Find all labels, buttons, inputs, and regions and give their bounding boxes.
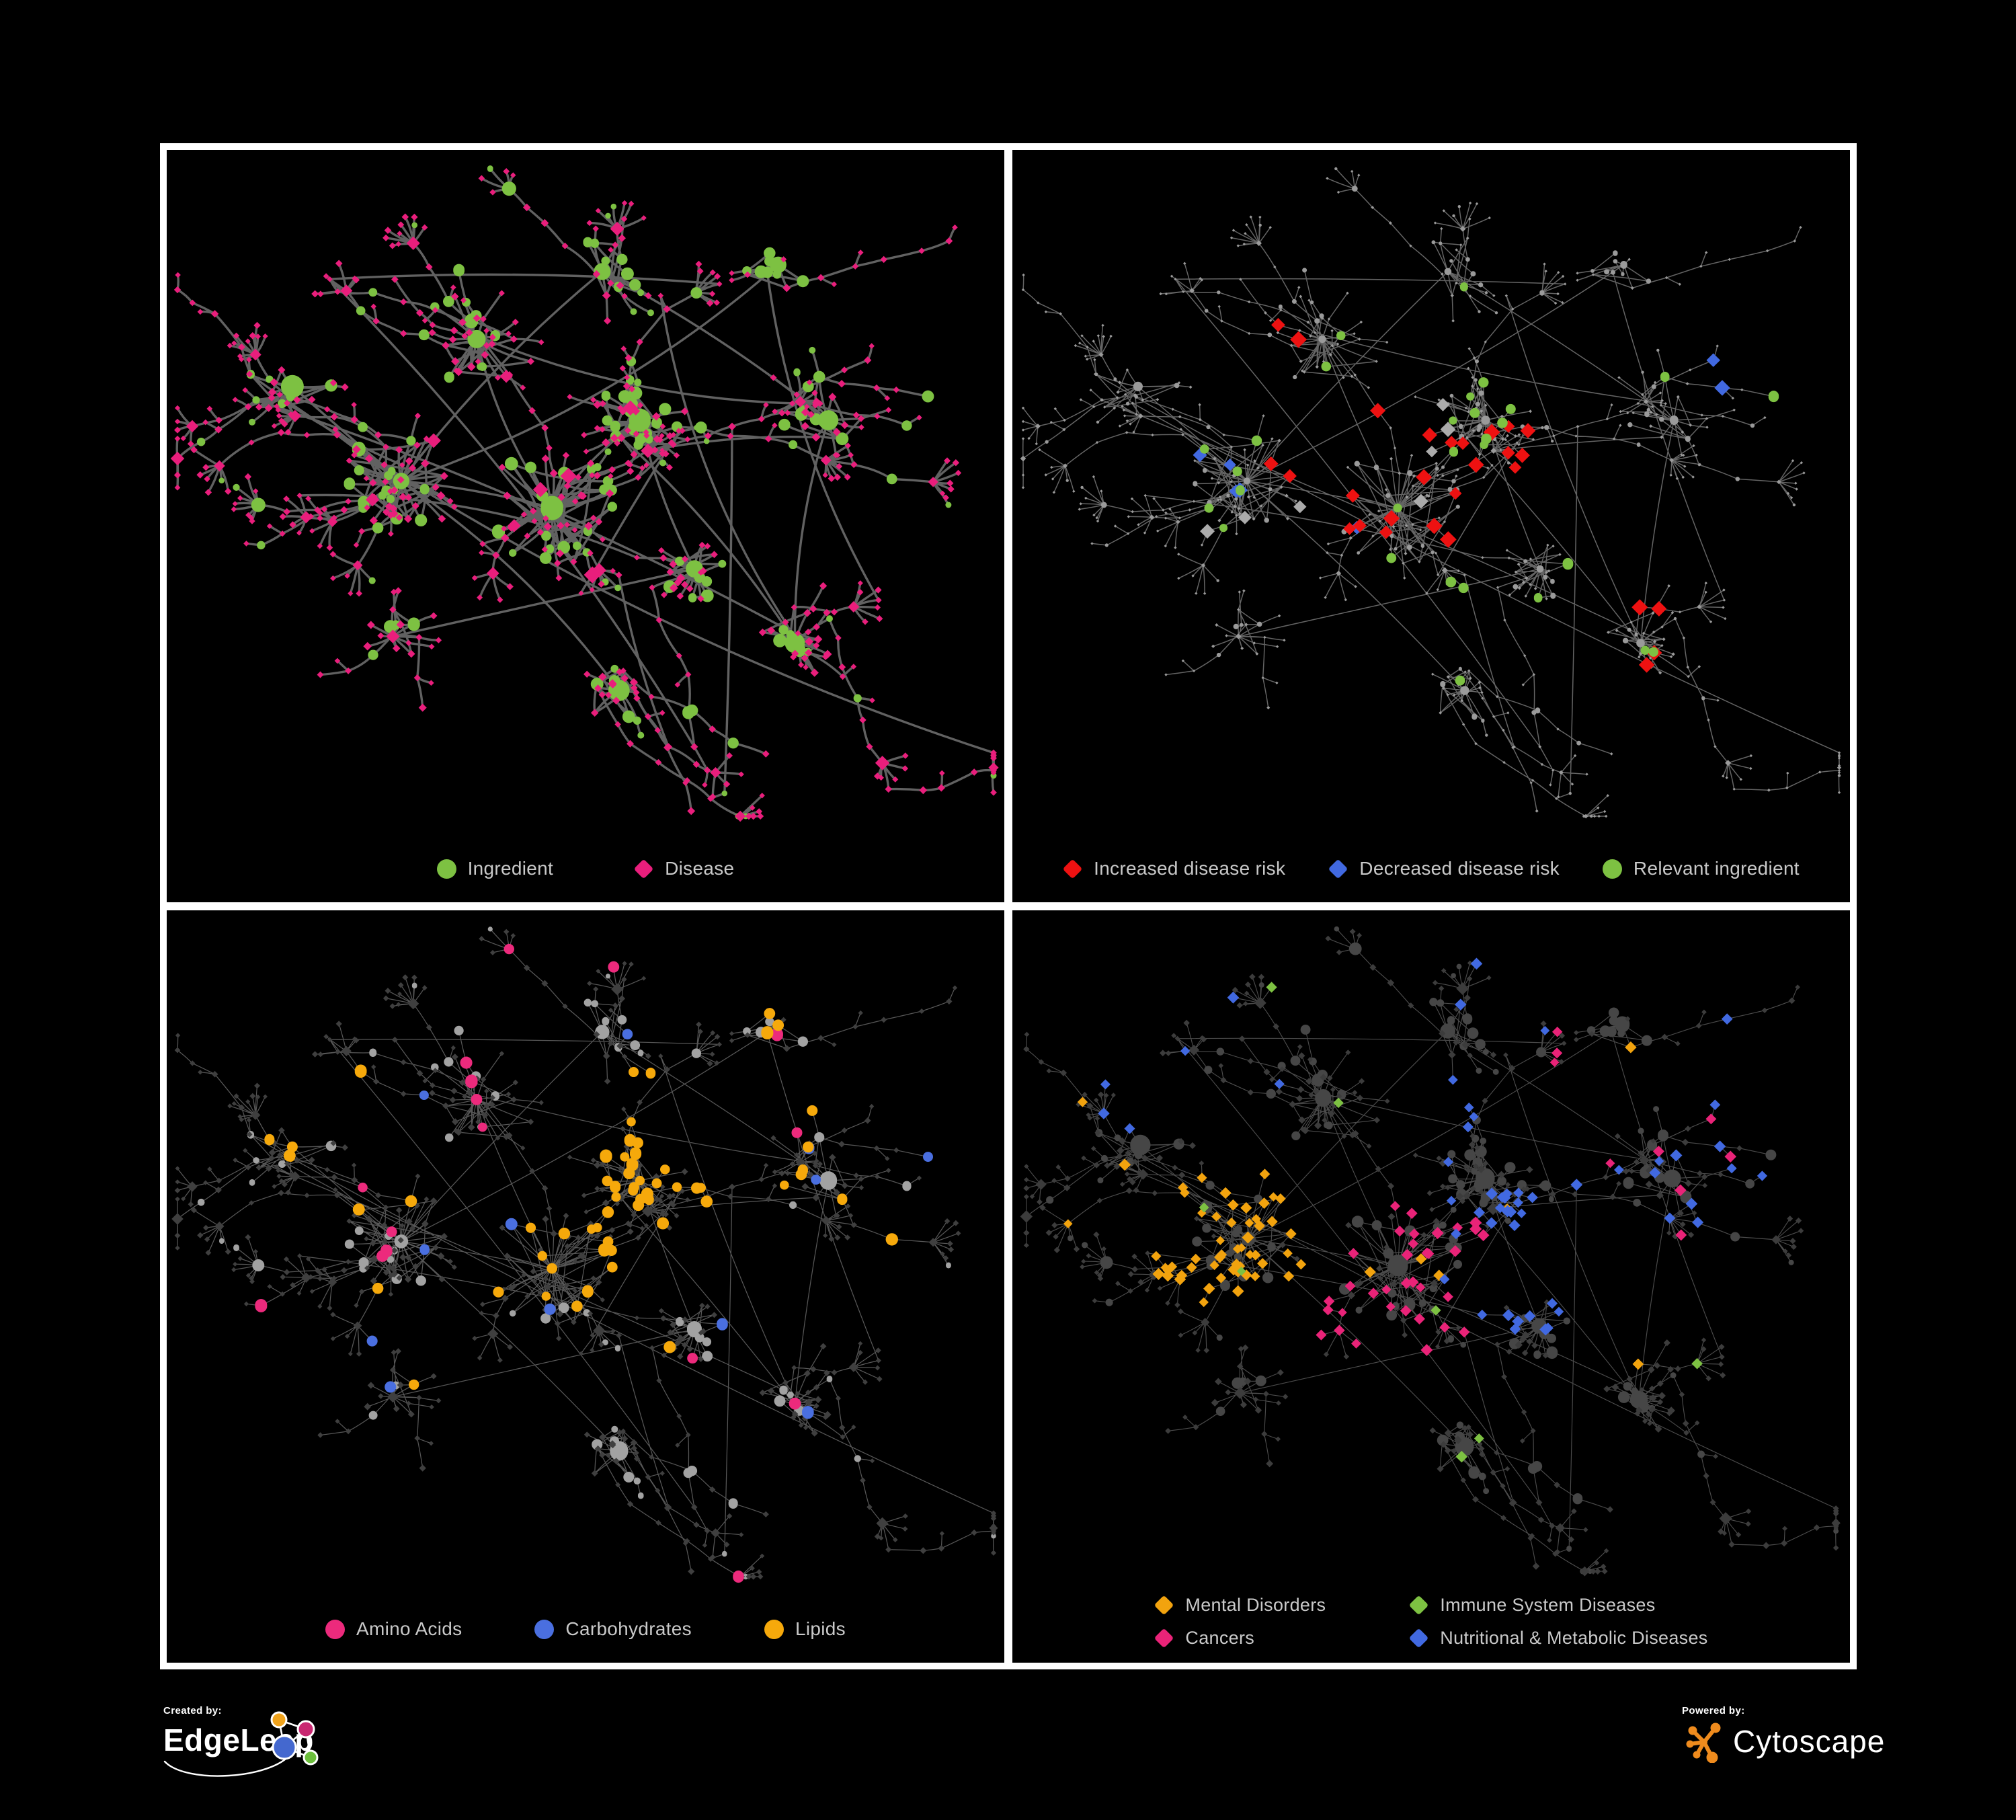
legend-label: Mental Disorders — [1185, 1595, 1326, 1615]
legend-item: Amino Acids — [325, 1618, 462, 1640]
carbohydrates-circle-icon — [534, 1619, 555, 1639]
created-by-label: Created by: — [163, 1705, 222, 1716]
lipids-circle-icon — [764, 1619, 784, 1639]
network-graph-nutrient-classes — [171, 926, 998, 1583]
legend-label: Decreased disease risk — [1359, 858, 1560, 879]
legend-item: Increased disease risk — [1062, 858, 1286, 879]
network-graph-ingredient-disease — [170, 165, 999, 822]
legend-label: Amino Acids — [356, 1618, 462, 1639]
panel-disease-risk: Increased disease risk Decreased disease… — [1012, 150, 1850, 902]
edgeleap-wordmark: EdgeLeap — [163, 1723, 314, 1757]
relevant-ingredient-circle-icon — [1602, 859, 1622, 879]
cytoscape-wordmark: Cytoscape — [1733, 1724, 1886, 1759]
disease-diamond-icon — [633, 859, 654, 879]
legend-label: Carbohydrates — [565, 1618, 692, 1639]
legend-label: Ingredient — [467, 858, 554, 879]
legend-item: Cancers — [1154, 1628, 1326, 1649]
legend-label: Increased disease risk — [1094, 858, 1286, 879]
legend-item: Disease — [633, 858, 735, 879]
panel-disease-classes: Mental Disorders Immune System Diseases … — [1012, 910, 1850, 1663]
powered-by-block: Powered by: Cytoscape — [1682, 1705, 2005, 1792]
legend-ingredient-disease: Ingredient Disease — [167, 835, 1004, 902]
legend-label: Nutritional & Metabolic Diseases — [1440, 1628, 1708, 1648]
created-by-block: Created by: EdgeLeap — [163, 1705, 372, 1806]
legend-item: Immune System Diseases — [1408, 1595, 1707, 1616]
cancers-diamond-icon — [1154, 1628, 1174, 1649]
network-graph-disease-classes — [1020, 926, 1841, 1577]
panel-ingredient-disease: Ingredient Disease — [167, 150, 1004, 902]
legend-nutrient-classes: Amino Acids Carbohydrates Lipids — [167, 1595, 1004, 1663]
cytoscape-logo-icon — [1686, 1723, 1721, 1763]
nutritional-metabolic-diseases-diamond-icon — [1408, 1628, 1429, 1649]
ingredient-circle-icon — [436, 859, 456, 879]
legend-disease-classes: Mental Disorders Immune System Diseases … — [1012, 1581, 1850, 1663]
legend-item: Ingredient — [436, 858, 554, 879]
panel-nutrient-classes: Amino Acids Carbohydrates Lipids — [167, 910, 1004, 1663]
legend-label: Immune System Diseases — [1440, 1595, 1656, 1615]
legend-label: Relevant ingredient — [1633, 858, 1800, 879]
powered-by-label: Powered by: — [1682, 1705, 1745, 1716]
legend-item: Relevant ingredient — [1602, 858, 1800, 879]
legend-label: Lipids — [795, 1618, 846, 1639]
legend-item: Carbohydrates — [534, 1618, 692, 1640]
increased-risk-diamond-icon — [1062, 859, 1083, 879]
legend-item: Decreased disease risk — [1328, 858, 1560, 879]
legend-item: Nutritional & Metabolic Diseases — [1408, 1628, 1708, 1649]
legend-disease-risk: Increased disease risk Decreased disease… — [1012, 835, 1850, 902]
decreased-risk-diamond-icon — [1328, 859, 1348, 879]
immune-system-diseases-diamond-icon — [1408, 1595, 1429, 1616]
legend-label: Disease — [665, 858, 735, 879]
amino-acids-circle-icon — [325, 1619, 346, 1639]
mental-disorders-diamond-icon — [1154, 1595, 1174, 1616]
horizontal-divider — [167, 902, 1850, 910]
network-graph-disease-risk — [1020, 167, 1842, 819]
legend-item: Lipids — [764, 1618, 846, 1640]
legend-item: Mental Disorders — [1154, 1595, 1326, 1616]
panels-grid: Ingredient Disease Increased disease ris… — [160, 143, 1857, 1669]
legend-label: Cancers — [1185, 1628, 1255, 1648]
